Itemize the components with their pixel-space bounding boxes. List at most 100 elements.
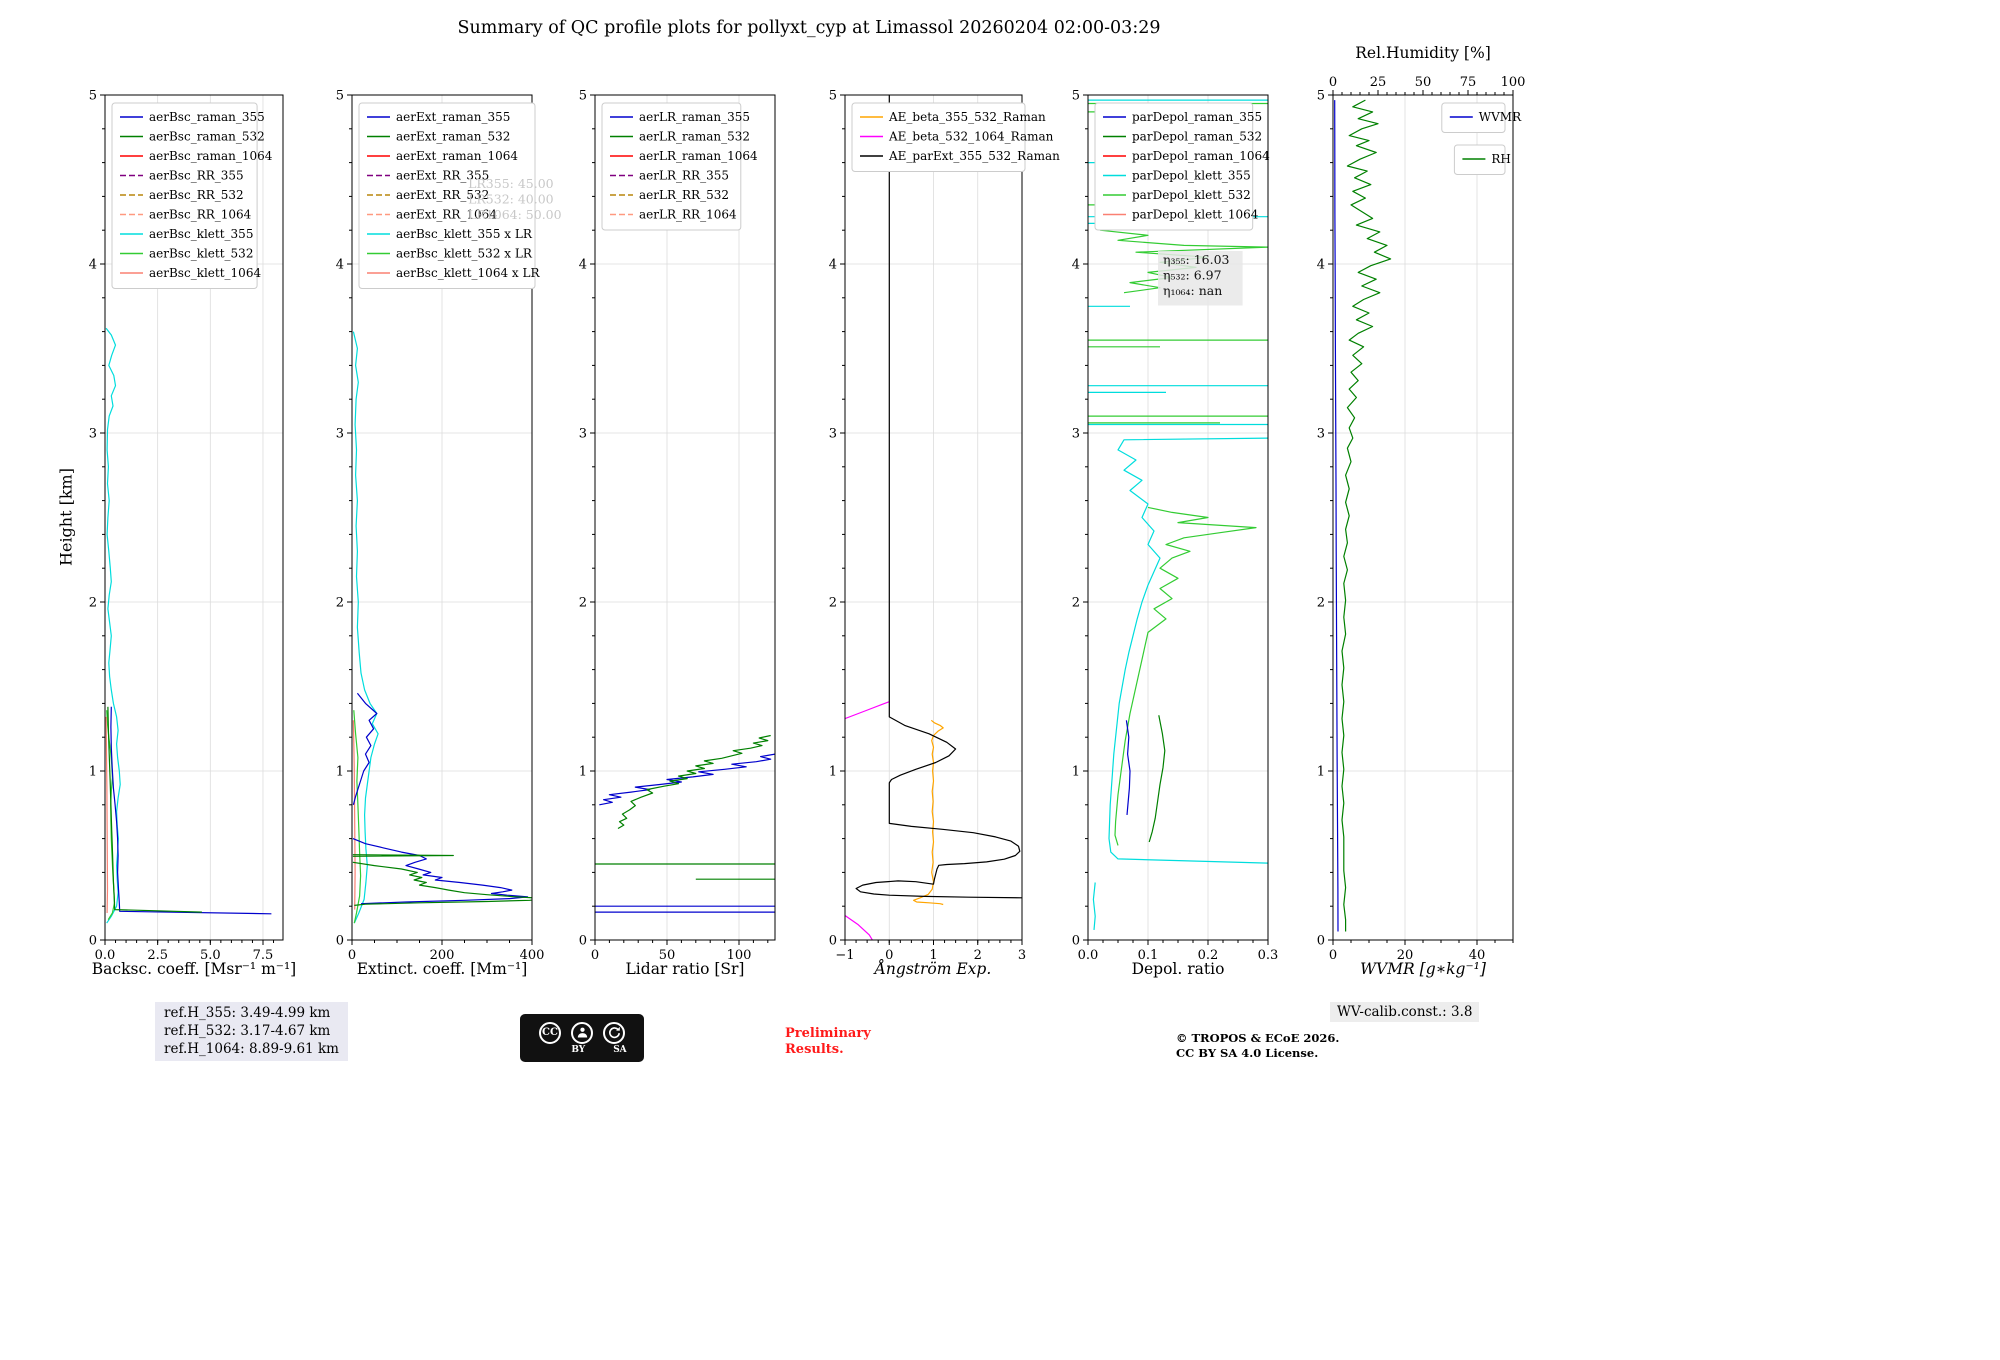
svg-text:5: 5 (829, 89, 837, 104)
annotation-text: LR532: 40.00 (468, 191, 554, 206)
svg-text:20: 20 (1397, 948, 1414, 963)
panel-backscatter: 0.0 2.5 5.0 7.5 0 1 2 3 4 5 aerBsc_raman_355 aerBsc… (89, 89, 284, 963)
legend-angstrom (851, 102, 1026, 172)
svg-text:4: 4 (89, 258, 97, 273)
svg-text:aerLR_RR_355: aerLR_RR_355 (639, 169, 729, 183)
svg-text:aerLR_RR_532: aerLR_RR_532 (639, 188, 729, 202)
xlabel-wvmr: WVMR [g∗kg⁻¹] (1360, 960, 1486, 978)
svg-text:aerBsc_klett_532 x LR: aerBsc_klett_532 x LR (396, 247, 533, 261)
svg-text:0: 0 (89, 934, 97, 949)
series-aerBsc_raman_355 (110, 706, 272, 915)
svg-text:5.0: 5.0 (200, 948, 221, 963)
cc-icon: CC (539, 1021, 561, 1044)
svg-text:aerBsc_raman_532: aerBsc_raman_532 (149, 130, 265, 144)
svg-text:0: 0 (1317, 934, 1325, 949)
svg-text:3: 3 (829, 427, 837, 442)
series-aerBsc_raman_532 (107, 706, 202, 913)
svg-text:aerExt_raman_532: aerExt_raman_532 (396, 130, 510, 144)
svg-text:25: 25 (1370, 75, 1387, 90)
svg-text:3: 3 (336, 427, 344, 442)
svg-text:aerLR_RR_1064: aerLR_RR_1064 (639, 208, 737, 222)
svg-text:0: 0 (1329, 948, 1337, 963)
svg-text:4: 4 (1317, 258, 1325, 273)
svg-text:5: 5 (1317, 89, 1325, 104)
series-aerBsc_klett_355 (105, 327, 121, 924)
xlabel-extinction: Extinct. coeff. [Mm⁻¹] (356, 960, 528, 978)
svg-text:0.3: 0.3 (1258, 948, 1279, 963)
panel-lidar-ratio-series (595, 734, 775, 913)
svg-text:1: 1 (1317, 765, 1325, 780)
svg-text:aerBsc_klett_1064: aerBsc_klett_1064 (149, 266, 261, 280)
series-parDepol_klett_355 (1092, 882, 1096, 930)
svg-text:100: 100 (727, 948, 752, 963)
svg-text:WVMR: WVMR (1479, 110, 1522, 124)
svg-text:0: 0 (579, 934, 587, 949)
svg-text:1: 1 (336, 765, 344, 780)
cc-icon-row: CC (534, 1021, 630, 1044)
svg-text:AE_beta_532_1064_Raman: AE_beta_532_1064_Raman (888, 130, 1054, 144)
svg-text:5: 5 (336, 89, 344, 104)
panel-wvmr-series (1334, 99, 1392, 932)
annotation-text: LR1064: 50.00 (468, 207, 562, 222)
svg-text:3: 3 (579, 427, 587, 442)
series-aerLR_raman_532 (617, 734, 771, 830)
svg-text:AE_parExt_355_532_Raman: AE_parExt_355_532_Raman (888, 149, 1060, 163)
top-axis-label: Rel.Humidity [%] (1355, 44, 1491, 62)
xlabel-backscatter: Backsc. coeff. [Msr⁻¹ m⁻¹] (91, 960, 297, 978)
legend-depol (1094, 102, 1254, 231)
panel-extinction-series (352, 331, 532, 924)
cc-license-badge: CC BY SA (520, 1014, 644, 1062)
svg-text:aerLR_raman_532: aerLR_raman_532 (639, 130, 750, 144)
series-aerExt_raman_532 (352, 854, 454, 857)
series-parDepol_klett_355 (1108, 437, 1268, 864)
panel-depol: 0.0 0.1 0.2 0.3 0 1 2 3 4 5 parDepol_raman_355 parD… (1072, 89, 1279, 964)
svg-text:2: 2 (89, 596, 97, 611)
cc-label-row: BY SA (571, 1045, 626, 1055)
svg-text:40: 40 (1469, 948, 1486, 963)
preliminary-results-note: Preliminary Results. (785, 1026, 871, 1058)
svg-text:5: 5 (1072, 89, 1080, 104)
xlabel-depol: Depol. ratio (1131, 960, 1225, 978)
ref-h-355: ref.H_355: 3.49-4.99 km (164, 1005, 331, 1021)
series-aerBsc_klett_1064_x_LR (352, 720, 356, 910)
svg-text:0.0: 0.0 (1078, 948, 1099, 963)
cc-by-label: BY (571, 1044, 586, 1055)
panel-extinction: 0 200 400 0 1 2 3 4 5 aerExt_raman_355 aerExt_rama… (336, 89, 562, 964)
svg-text:50: 50 (1415, 75, 1432, 90)
svg-text:parDepol_klett_1064: parDepol_klett_1064 (1132, 208, 1259, 222)
svg-text:AE_beta_355_532_Raman: AE_beta_355_532_Raman (888, 110, 1046, 124)
series-AE_beta_532_1064_Raman (845, 915, 873, 940)
svg-text:parDepol_raman_1064: parDepol_raman_1064 (1132, 149, 1270, 163)
svg-text:aerBsc_klett_1064 x LR: aerBsc_klett_1064 x LR (396, 266, 540, 280)
series-parDepol_raman_355 (1125, 720, 1131, 815)
panel-angstrom-series (845, 95, 1022, 940)
svg-text:0: 0 (1072, 934, 1080, 949)
svg-text:0: 0 (829, 934, 837, 949)
series-aerExt_raman_355 (352, 838, 529, 905)
svg-text:0: 0 (348, 948, 356, 963)
svg-text:aerBsc_klett_355 x LR: aerBsc_klett_355 x LR (396, 227, 533, 241)
annotation-box-depol (1158, 251, 1243, 306)
svg-text:aerBsc_RR_1064: aerBsc_RR_1064 (149, 208, 252, 222)
svg-text:RH: RH (1491, 152, 1511, 166)
annotation-text: LR355: 45.00 (468, 176, 554, 191)
svg-text:−1: −1 (835, 948, 854, 963)
svg-text:50: 50 (659, 948, 676, 963)
legend-extinction (358, 102, 536, 289)
svg-text:aerExt_RR_355: aerExt_RR_355 (396, 169, 489, 183)
svg-text:aerExt_raman_355: aerExt_raman_355 (396, 110, 510, 124)
svg-text:parDepol_klett_355: parDepol_klett_355 (1132, 169, 1251, 183)
svg-text:75: 75 (1460, 75, 1477, 90)
svg-text:2: 2 (974, 948, 982, 963)
svg-text:4: 4 (336, 258, 344, 273)
page-title: Summary of QC profile plots for pollyxt_… (457, 18, 1161, 38)
svg-text:0.0: 0.0 (95, 948, 116, 963)
series-AE_beta_355_532_Raman (912, 719, 944, 906)
svg-text:0: 0 (336, 934, 344, 949)
svg-text:2: 2 (336, 596, 344, 611)
svg-text:4: 4 (829, 258, 837, 273)
annotation-text: η₅₃₂: 6.97 (1163, 268, 1222, 283)
